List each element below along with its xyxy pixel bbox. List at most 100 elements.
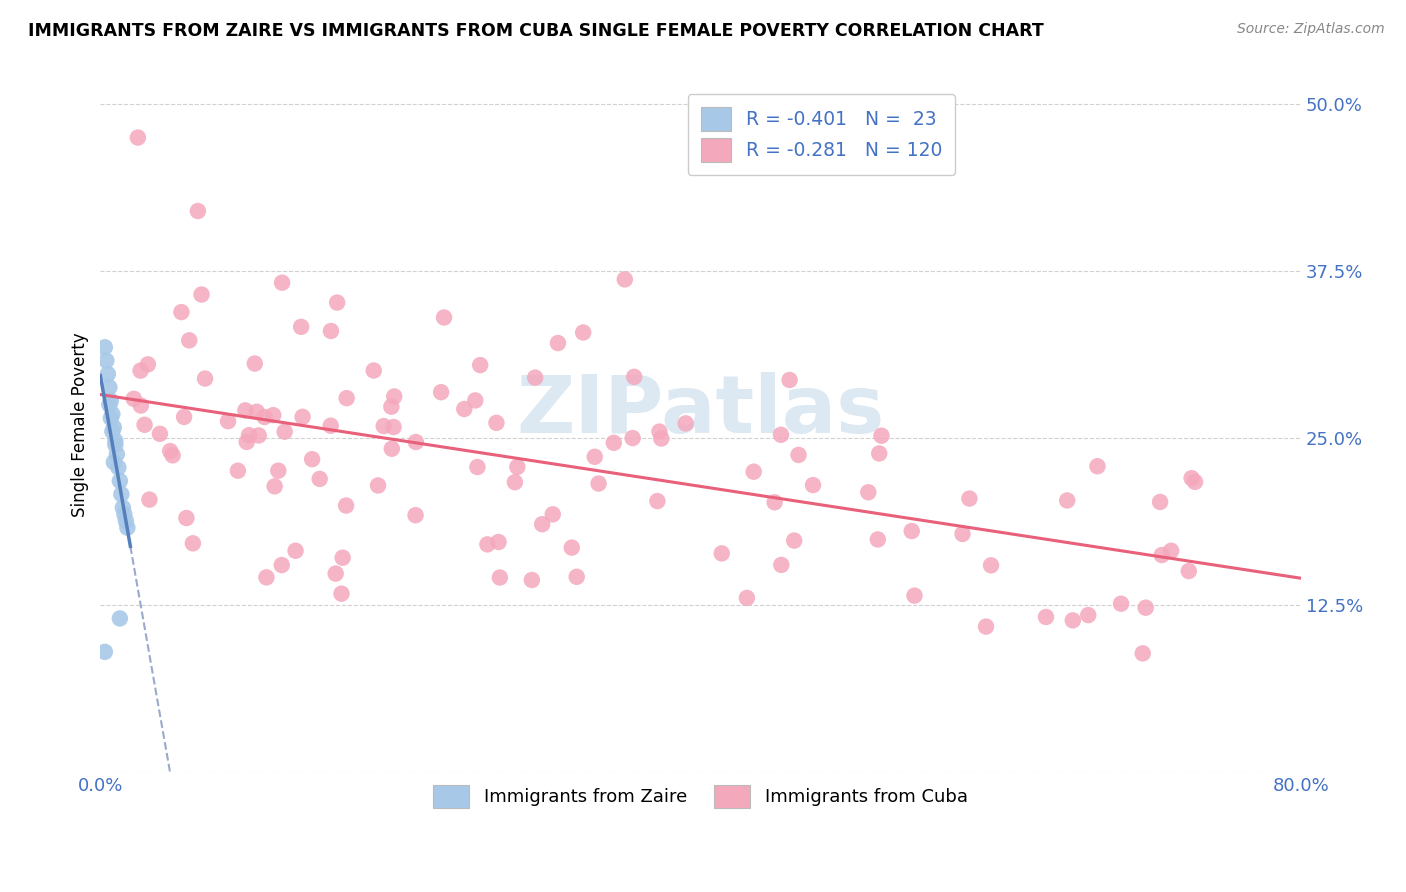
Point	[524, 370, 547, 384]
Point	[858, 485, 880, 500]
Y-axis label: Single Female Poverty: Single Female Poverty	[72, 333, 89, 517]
Point	[162, 448, 184, 462]
Point	[742, 465, 765, 479]
Point	[603, 435, 626, 450]
Point	[262, 408, 284, 422]
Point	[308, 472, 330, 486]
Point	[138, 492, 160, 507]
Point	[477, 537, 499, 551]
Point	[382, 389, 405, 403]
Point	[1077, 608, 1099, 623]
Point	[101, 425, 124, 439]
Point	[190, 287, 212, 301]
Point	[127, 130, 149, 145]
Point	[330, 587, 353, 601]
Point	[453, 402, 475, 417]
Point	[957, 491, 980, 506]
Point	[1177, 564, 1199, 578]
Point	[520, 573, 543, 587]
Point	[561, 541, 583, 555]
Point	[489, 570, 512, 584]
Point	[565, 570, 588, 584]
Point	[980, 558, 1002, 573]
Point	[104, 434, 127, 448]
Point	[136, 357, 159, 371]
Point	[1132, 646, 1154, 660]
Point	[112, 508, 135, 522]
Point	[770, 558, 793, 572]
Point	[129, 364, 152, 378]
Text: IMMIGRANTS FROM ZAIRE VS IMMIGRANTS FROM CUBA SINGLE FEMALE POVERTY CORRELATION : IMMIGRANTS FROM ZAIRE VS IMMIGRANTS FROM…	[28, 22, 1043, 40]
Point	[284, 543, 307, 558]
Point	[506, 459, 529, 474]
Point	[373, 419, 395, 434]
Point	[187, 204, 209, 219]
Point	[430, 385, 453, 400]
Point	[97, 367, 120, 381]
Point	[1160, 543, 1182, 558]
Point	[503, 475, 526, 490]
Point	[335, 499, 357, 513]
Point	[103, 455, 125, 469]
Point	[1056, 493, 1078, 508]
Point	[485, 416, 508, 430]
Point	[647, 494, 669, 508]
Point	[1109, 597, 1132, 611]
Point	[900, 524, 922, 538]
Point	[246, 405, 269, 419]
Point	[613, 272, 636, 286]
Point	[94, 645, 117, 659]
Point	[381, 442, 404, 456]
Point	[273, 425, 295, 439]
Point	[326, 295, 349, 310]
Point	[541, 508, 564, 522]
Point	[868, 446, 890, 460]
Point	[108, 474, 131, 488]
Point	[110, 487, 132, 501]
Point	[588, 476, 610, 491]
Point	[650, 432, 672, 446]
Point	[1035, 610, 1057, 624]
Point	[100, 411, 122, 425]
Point	[270, 558, 292, 572]
Point	[648, 425, 671, 439]
Point	[105, 447, 128, 461]
Point	[763, 495, 786, 509]
Point	[470, 358, 492, 372]
Point	[675, 417, 697, 431]
Point	[1184, 475, 1206, 489]
Point	[179, 334, 201, 348]
Point	[247, 428, 270, 442]
Point	[226, 464, 249, 478]
Point	[735, 591, 758, 605]
Point	[290, 319, 312, 334]
Point	[783, 533, 806, 548]
Point	[129, 399, 152, 413]
Point	[467, 460, 489, 475]
Text: ZIPatlas: ZIPatlas	[516, 372, 884, 450]
Point	[108, 611, 131, 625]
Point	[367, 478, 389, 492]
Point	[1150, 548, 1173, 562]
Point	[194, 371, 217, 385]
Point	[325, 566, 347, 581]
Point	[332, 550, 354, 565]
Point	[104, 438, 127, 452]
Point	[98, 398, 121, 412]
Point	[710, 546, 733, 560]
Point	[866, 533, 889, 547]
Point	[100, 393, 122, 408]
Point	[488, 535, 510, 549]
Point	[621, 431, 644, 445]
Point	[98, 380, 121, 394]
Point	[96, 353, 118, 368]
Point	[319, 324, 342, 338]
Point	[405, 435, 427, 450]
Point	[254, 570, 277, 584]
Point	[974, 619, 997, 633]
Point	[176, 511, 198, 525]
Point	[572, 326, 595, 340]
Point	[217, 414, 239, 428]
Point	[173, 409, 195, 424]
Point	[94, 340, 117, 354]
